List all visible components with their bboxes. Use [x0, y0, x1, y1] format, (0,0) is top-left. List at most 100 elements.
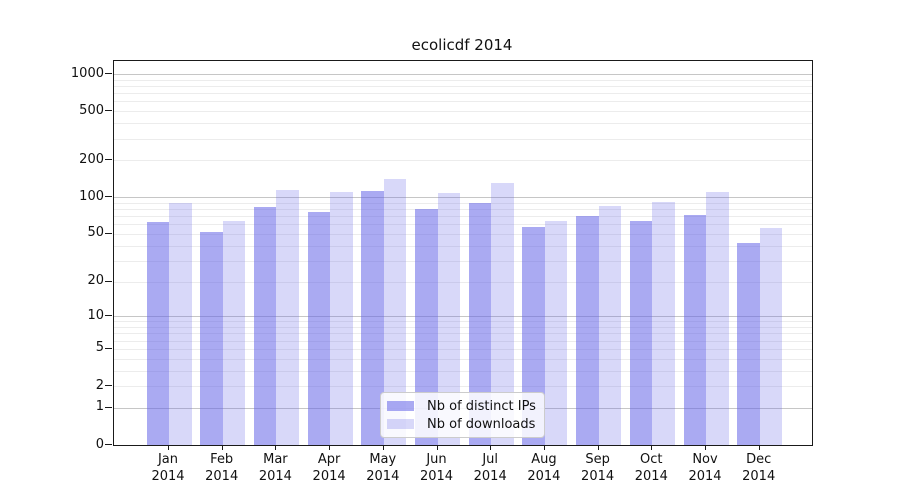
bar-distinct-ips-dec — [737, 243, 760, 445]
gridline-y-70 — [114, 216, 812, 218]
x-tick-mark-mar — [275, 445, 277, 450]
gridline-y-800 — [114, 86, 812, 87]
y-tick-mark-200 — [105, 159, 112, 161]
bar-downloads-nov — [706, 192, 729, 445]
plot-area — [113, 60, 813, 446]
gridline-y-200 — [114, 160, 812, 162]
gridline-y-10 — [114, 316, 812, 318]
bar-distinct-ips-oct — [629, 220, 653, 445]
x-tick-label-jul: Jul 2014 — [473, 452, 507, 484]
y-tick-mark-1000 — [105, 73, 112, 74]
bar-downloads-jun — [437, 193, 460, 445]
legend-item-distinct-ips: Nb of distinct IPs — [387, 399, 536, 414]
x-tick-label-feb: Feb 2014 — [205, 452, 239, 484]
gridline-y-3 — [114, 370, 812, 372]
gridline-y-400 — [114, 123, 812, 125]
bar-downloads-feb — [222, 220, 246, 445]
gridline-y-1000 — [114, 74, 812, 75]
y-tick-label-1: 1 — [95, 399, 104, 415]
y-tick-label-100: 100 — [79, 188, 104, 204]
x-tick-label-apr: Apr 2014 — [312, 452, 346, 484]
bar-distinct-ips-sep — [576, 216, 599, 445]
y-tick-label-500: 500 — [79, 102, 104, 118]
x-tick-label-oct: Oct 2014 — [634, 452, 668, 484]
y-tick-label-0: 0 — [95, 436, 104, 452]
y-tick-mark-0 — [105, 444, 112, 445]
bar-distinct-ips-apr — [307, 212, 331, 445]
gridline-y-9 — [114, 321, 812, 323]
y-tick-label-5: 5 — [95, 340, 104, 356]
y-tick-label-20: 20 — [87, 273, 104, 288]
y-tick-mark-500 — [105, 110, 112, 112]
x-tick-mark-may — [382, 445, 384, 450]
gridline-y-100 — [114, 197, 812, 199]
gridline-y-4 — [114, 358, 812, 360]
x-tick-label-sep: Sep 2014 — [581, 452, 615, 484]
y-tick-mark-20 — [105, 280, 112, 282]
x-tick-label-aug: Aug 2014 — [527, 452, 561, 484]
bar-downloads-mar — [276, 190, 299, 445]
bar-distinct-ips-mar — [253, 207, 277, 445]
x-tick-label-nov: Nov 2014 — [688, 452, 722, 484]
x-tick-mark-jan — [168, 445, 169, 450]
bar-distinct-ips-jul — [468, 202, 492, 445]
chart-title: ecolicdf 2014 — [411, 36, 513, 54]
y-tick-label-1000: 1000 — [70, 65, 104, 81]
x-tick-mark-aug — [543, 445, 545, 450]
x-tick-label-mar: Mar 2014 — [258, 452, 292, 484]
bar-distinct-ips-jun — [415, 209, 438, 445]
legend-swatch-downloads — [387, 419, 414, 429]
gridline-y-20 — [114, 281, 812, 283]
gridline-y-300 — [114, 138, 812, 140]
y-tick-mark-1 — [105, 406, 112, 408]
x-tick-mark-feb — [221, 445, 223, 450]
legend-swatch-distinct-ips — [387, 401, 414, 411]
bar-downloads-aug — [544, 220, 568, 445]
gridline-y-900 — [114, 79, 812, 81]
x-tick-mark-dec — [758, 445, 760, 450]
y-tick-label-50: 50 — [87, 225, 104, 241]
x-tick-mark-apr — [329, 445, 331, 450]
x-tick-label-jun: Jun 2014 — [419, 452, 454, 484]
gridline-y-6 — [114, 340, 812, 342]
y-tick-label-200: 200 — [79, 151, 104, 167]
gridline-y-8 — [114, 327, 812, 328]
legend-label-downloads: Nb of downloads — [427, 416, 536, 432]
x-tick-mark-sep — [597, 445, 599, 450]
bar-downloads-dec — [759, 227, 783, 445]
bar-downloads-jul — [491, 182, 514, 445]
gridline-y-80 — [114, 209, 812, 210]
y-tick-label-2: 2 — [95, 377, 104, 393]
x-tick-label-dec: Dec 2014 — [742, 452, 776, 484]
gridline-y-5 — [114, 348, 812, 350]
gridline-y-90 — [114, 202, 812, 204]
bar-distinct-ips-nov — [683, 214, 706, 445]
gridline-y-40 — [114, 245, 812, 247]
y-tick-label-10: 10 — [87, 307, 104, 323]
legend: Nb of distinct IPs Nb of downloads — [380, 392, 545, 438]
x-tick-mark-nov — [705, 445, 706, 450]
y-tick-mark-100 — [105, 196, 112, 198]
gridline-y-50 — [114, 233, 812, 235]
gridline-y-7 — [114, 333, 812, 335]
bar-downloads-sep — [598, 205, 622, 445]
y-tick-mark-50 — [105, 232, 112, 234]
y-tick-mark-5 — [105, 347, 112, 349]
bar-downloads-apr — [330, 192, 353, 445]
gridline-y-600 — [114, 101, 812, 103]
gridline-y-30 — [114, 260, 812, 262]
x-tick-mark-oct — [651, 445, 653, 450]
x-tick-mark-jun — [436, 445, 438, 450]
bar-distinct-ips-may — [361, 191, 384, 445]
bar-downloads-jan — [169, 202, 192, 445]
y-tick-mark-10 — [105, 315, 112, 317]
legend-label-distinct-ips: Nb of distinct IPs — [427, 398, 536, 414]
x-tick-label-may: May 2014 — [366, 452, 400, 484]
bar-downloads-oct — [652, 202, 675, 445]
x-tick-label-jan: Jan 2014 — [151, 452, 185, 484]
bar-distinct-ips-aug — [522, 227, 545, 445]
bar-distinct-ips-feb — [200, 231, 223, 445]
x-tick-mark-jul — [490, 445, 492, 450]
bar-downloads-may — [383, 178, 407, 445]
